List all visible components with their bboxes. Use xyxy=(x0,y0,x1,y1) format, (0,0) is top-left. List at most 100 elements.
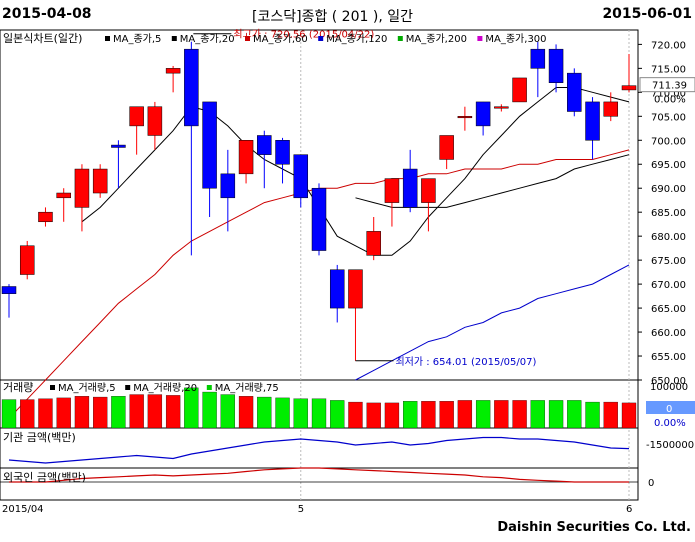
price-panel-label: 일본식차트(일간) xyxy=(3,31,82,45)
price-tick-label: 665.00 xyxy=(651,304,686,315)
change-pct: 0.00% xyxy=(654,95,686,106)
chart-header: 2015-04-08 [코스닥]종합 ( 201 ), 일간 2015-06-0… xyxy=(0,0,695,30)
volume-bar xyxy=(293,398,308,429)
volume-bar xyxy=(311,398,327,429)
candle-body[interactable] xyxy=(366,231,381,256)
candle-body[interactable] xyxy=(512,77,527,103)
x-axis-label: 2015/04 xyxy=(2,504,44,515)
volume-bar xyxy=(38,398,53,429)
high-annotation: 최고가 : 720.56 (2015/04/22) xyxy=(233,29,374,41)
volume-bar xyxy=(257,396,272,429)
legend-swatch xyxy=(318,36,324,41)
candle-body[interactable] xyxy=(384,178,400,203)
volume-bar xyxy=(129,394,144,429)
candle-body[interactable] xyxy=(585,101,600,141)
chart-title: [코스닥]종합 ( 201 ), 일간 xyxy=(252,9,413,25)
legend-ma-label: MA_종가,5 xyxy=(113,33,161,45)
price-tick-label: 670.00 xyxy=(651,280,686,291)
price-tick-label: 650.00 xyxy=(651,376,686,387)
volume-bar xyxy=(457,400,473,429)
volume-bar xyxy=(20,399,35,429)
price-tick-label: 685.00 xyxy=(651,208,686,219)
candle-body[interactable] xyxy=(348,269,363,309)
footer-brand: Daishin Securities Co. Ltd. xyxy=(497,520,691,535)
legend-swatch xyxy=(245,36,250,41)
candle-body[interactable] xyxy=(275,140,290,165)
candle-body[interactable] xyxy=(19,245,35,275)
ma5-line xyxy=(81,87,630,256)
low-annotation: 최저가 : 654.01 (2015/05/07) xyxy=(395,356,536,368)
price-tick-label: 715.00 xyxy=(651,64,686,75)
candle-body[interactable] xyxy=(530,48,546,69)
candle-body[interactable] xyxy=(548,48,564,83)
price-tick-label: 695.00 xyxy=(651,160,686,171)
volume-bar xyxy=(330,400,345,429)
volume-last: 0 xyxy=(666,404,672,415)
candle-body[interactable] xyxy=(92,168,108,194)
volume-bar xyxy=(439,401,454,429)
legend-swatch xyxy=(397,36,403,41)
x-axis-label: 5 xyxy=(298,504,304,515)
volume-bar xyxy=(512,400,527,429)
x-axis-label: 6 xyxy=(626,504,632,515)
candle-body[interactable] xyxy=(457,116,473,119)
volume-bar xyxy=(165,395,181,429)
legend-vol-ma-label: MA_거래량,5 xyxy=(58,382,116,394)
volume-panel-label: 거래량 xyxy=(3,381,33,394)
volume-bar xyxy=(366,402,381,429)
candle-body[interactable] xyxy=(603,101,619,117)
end-date: 2015-06-01 xyxy=(602,6,692,22)
candle-body[interactable] xyxy=(165,68,181,74)
candle-body[interactable] xyxy=(421,178,436,203)
volume-bar xyxy=(603,401,618,429)
candle-body[interactable] xyxy=(184,48,199,127)
legend-swatch xyxy=(171,36,177,41)
price-tick-label: 680.00 xyxy=(651,232,686,243)
price-tick-label: 700.00 xyxy=(651,136,686,147)
last-price: 711.39 xyxy=(652,81,687,92)
start-date: 2015-04-08 xyxy=(2,6,92,22)
volume-bar xyxy=(621,402,637,429)
volume-bar xyxy=(548,400,564,429)
candle-body[interactable] xyxy=(1,286,17,294)
candle-body[interactable] xyxy=(257,135,272,155)
inst-tick-label: -1500000 xyxy=(646,440,694,451)
price-tick-label: 675.00 xyxy=(651,256,686,267)
legend-swatch xyxy=(125,385,131,390)
candle-body[interactable] xyxy=(567,72,582,112)
candle-body[interactable] xyxy=(220,173,236,199)
candle-body[interactable] xyxy=(56,192,71,199)
legend-swatch xyxy=(206,385,212,390)
candle-body[interactable] xyxy=(147,106,163,136)
volume-bar xyxy=(238,396,254,429)
volume-pct: 0.00% xyxy=(654,418,686,429)
volume-bar xyxy=(403,401,418,429)
candle-body[interactable] xyxy=(621,85,637,91)
price-tick-label: 655.00 xyxy=(651,352,686,363)
ma120-line xyxy=(355,264,630,381)
legend-swatch xyxy=(477,36,483,41)
candle-body[interactable] xyxy=(475,101,491,127)
candle-body[interactable] xyxy=(111,144,126,148)
candle-body[interactable] xyxy=(238,140,254,175)
legend-vol-ma-label: MA_거래량,20 xyxy=(133,382,197,394)
candle-body[interactable] xyxy=(311,187,327,251)
inst-panel-label: 기관 금액(백만) xyxy=(3,431,76,444)
candle-body[interactable] xyxy=(329,269,345,309)
volume-bar xyxy=(184,387,199,429)
foreign-line xyxy=(9,467,629,483)
candle-body[interactable] xyxy=(439,135,454,160)
candle-body[interactable] xyxy=(202,101,217,189)
candle-body[interactable] xyxy=(129,106,144,127)
volume-bar xyxy=(147,394,163,429)
candle-body[interactable] xyxy=(293,154,309,199)
candle-body[interactable] xyxy=(74,168,90,208)
price-tick-label: 720.00 xyxy=(651,40,686,51)
candle-body[interactable] xyxy=(38,211,53,223)
volume-last-box xyxy=(646,401,695,414)
candle-body[interactable] xyxy=(402,168,418,208)
candle-body[interactable] xyxy=(494,106,509,109)
volume-bar xyxy=(567,400,582,429)
last-price-box xyxy=(639,77,695,93)
